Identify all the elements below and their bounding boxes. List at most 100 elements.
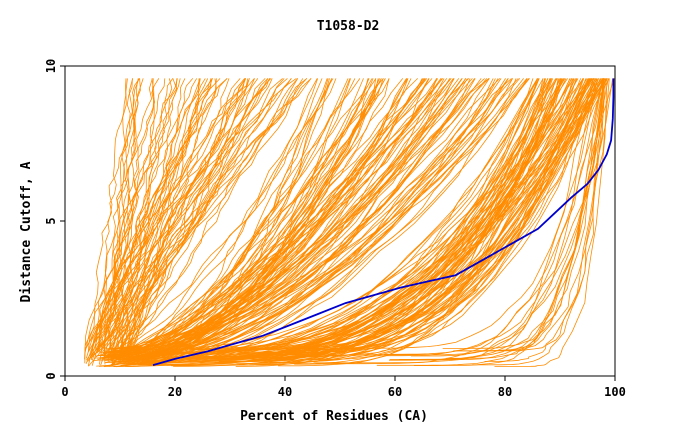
series-line bbox=[126, 78, 423, 364]
series-line bbox=[472, 78, 604, 366]
series-line bbox=[118, 78, 463, 358]
series-line bbox=[411, 78, 594, 357]
series-line bbox=[109, 78, 528, 357]
series-line bbox=[129, 78, 241, 353]
series-line bbox=[170, 78, 568, 355]
series-line bbox=[350, 78, 613, 355]
highlight-series-line bbox=[152, 78, 615, 366]
series-line bbox=[315, 78, 605, 365]
x-tick-label: 0 bbox=[61, 385, 68, 399]
series-line bbox=[113, 78, 377, 354]
series-line bbox=[120, 78, 490, 366]
series-line bbox=[99, 78, 127, 352]
series-line bbox=[110, 78, 297, 360]
series-line bbox=[484, 78, 610, 362]
series-line bbox=[291, 78, 600, 365]
series-line bbox=[114, 78, 201, 364]
series-line bbox=[119, 78, 209, 358]
series-line bbox=[84, 78, 292, 354]
series-line bbox=[127, 78, 186, 361]
series-line bbox=[139, 78, 361, 350]
series-line bbox=[91, 78, 308, 349]
x-tick-label: 40 bbox=[278, 385, 292, 399]
series-line bbox=[476, 78, 605, 352]
x-tick-label: 20 bbox=[168, 385, 182, 399]
y-axis-label: Distance Cutoff, A bbox=[19, 161, 34, 302]
series-line bbox=[107, 78, 212, 362]
series-line bbox=[389, 78, 615, 360]
y-tick-label: 5 bbox=[44, 217, 58, 224]
series-line bbox=[494, 78, 608, 367]
x-tick-label: 60 bbox=[388, 385, 402, 399]
series-line bbox=[132, 78, 593, 365]
series-line bbox=[189, 78, 567, 361]
chart-title: T1058-D2 bbox=[317, 19, 380, 34]
series-line bbox=[105, 78, 198, 352]
series-line bbox=[272, 78, 577, 364]
series-line bbox=[106, 78, 288, 358]
series-line bbox=[99, 78, 437, 367]
series-line bbox=[213, 78, 538, 357]
series-line bbox=[88, 78, 292, 367]
series-line bbox=[103, 78, 213, 365]
series-line bbox=[121, 78, 299, 362]
series-line bbox=[118, 78, 141, 360]
series-line bbox=[116, 78, 514, 359]
series-line bbox=[158, 78, 540, 357]
series-line bbox=[121, 78, 155, 359]
series-line bbox=[90, 78, 217, 357]
series-line bbox=[109, 78, 443, 353]
series-line bbox=[352, 78, 604, 357]
series-line bbox=[266, 78, 584, 358]
series-line bbox=[104, 78, 384, 361]
series-line bbox=[313, 78, 605, 364]
series-line bbox=[389, 78, 607, 361]
series-line bbox=[107, 78, 386, 355]
series-line bbox=[442, 78, 604, 349]
series-line bbox=[111, 78, 509, 353]
series-line bbox=[173, 78, 549, 367]
series-line bbox=[108, 78, 390, 361]
series-line bbox=[111, 78, 538, 362]
series-line bbox=[189, 78, 594, 363]
series-line bbox=[330, 78, 598, 349]
series-line bbox=[113, 78, 212, 365]
series-line bbox=[97, 78, 304, 361]
series-line bbox=[190, 78, 591, 358]
series-line bbox=[90, 78, 206, 360]
series-line bbox=[88, 78, 246, 360]
series-line bbox=[85, 78, 200, 365]
series-line bbox=[110, 78, 135, 361]
series-line bbox=[108, 78, 173, 354]
x-tick-label: 80 bbox=[498, 385, 512, 399]
series-line bbox=[132, 78, 323, 358]
series-line bbox=[123, 78, 181, 357]
x-axis-ticks: 0 20 40 60 80 100 bbox=[61, 376, 626, 399]
series-line bbox=[95, 78, 250, 351]
series-line bbox=[97, 78, 156, 352]
series-line bbox=[152, 78, 452, 357]
series-line bbox=[135, 78, 607, 359]
series-line bbox=[85, 78, 178, 359]
series-line bbox=[140, 78, 463, 355]
series-line bbox=[86, 78, 285, 361]
series-line bbox=[91, 78, 245, 366]
series-line bbox=[237, 78, 534, 353]
series-line bbox=[103, 78, 319, 355]
y-tick-label: 10 bbox=[44, 59, 58, 73]
series-line bbox=[94, 78, 337, 357]
series-line bbox=[185, 78, 595, 350]
series-line bbox=[277, 78, 559, 354]
series-line bbox=[376, 78, 609, 366]
y-axis-ticks: 0 5 10 bbox=[44, 59, 65, 380]
series-line bbox=[287, 78, 593, 363]
series-line bbox=[124, 78, 604, 364]
series-line bbox=[101, 78, 140, 351]
series-line bbox=[87, 78, 133, 353]
series-line bbox=[120, 78, 485, 355]
series-line bbox=[108, 78, 140, 355]
series-line bbox=[109, 78, 426, 356]
series-line bbox=[126, 78, 270, 354]
x-axis-label: Percent of Residues (CA) bbox=[240, 409, 428, 424]
